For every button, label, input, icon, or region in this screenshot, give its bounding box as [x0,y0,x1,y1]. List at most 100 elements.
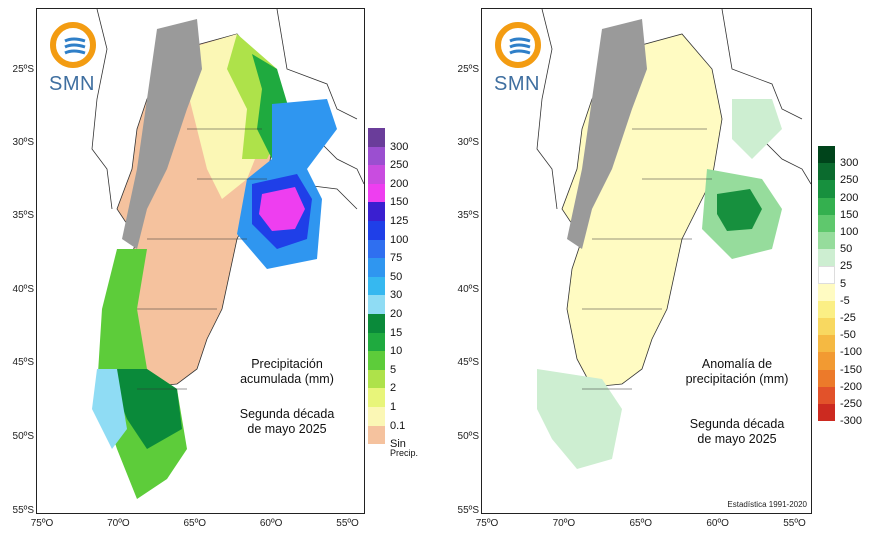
legend-swatch [368,332,385,352]
legend-label: -100 [840,346,863,359]
legend-label: -50 [840,329,856,342]
lon-tick-label: 55ºO [783,518,806,529]
lat-tick-label: 40ºS [12,284,34,295]
legend-label: -25 [840,312,856,324]
legend-label: -150 [840,363,863,376]
lon-tick-label: 60ºO [259,518,283,529]
lon-tick-label: 75ºO [30,518,54,529]
bolivia-paraguay-border [721,9,803,120]
lon-tick-label: 70ºO [552,518,576,529]
legend-label: 150 [840,208,859,221]
left-map-title: Precipitación acumulada (mm) [217,357,357,387]
lat-tick-label: 45ºS [457,357,479,368]
legend-label: -250 [840,398,863,410]
brazil-border [761,138,811,185]
legend-label: Sin [390,438,406,451]
legend-swatch [368,276,385,296]
legend-label: 250 [390,159,409,172]
legend-label: -200 [840,380,863,393]
legend-swatch [818,197,835,215]
legend-label: 250 [840,174,859,187]
chile-border-line [536,9,558,210]
legend-swatch [818,232,835,250]
legend-swatch [818,249,835,267]
lat-tick-label: 35ºS [12,210,34,221]
lon-tick-label: 75ºO [475,518,499,529]
legend-label: 300 [840,157,859,170]
right-period-line2: de mayo 2025 [697,432,777,446]
left-map-frame: SMN Precipitación acumulada (mm) Segunda… [36,8,365,514]
right-map-title: Anomalía de precipitación (mm) [667,357,807,387]
bolivia-paraguay-border [276,9,358,120]
legend-swatch [818,283,835,301]
legend-label: 75 [390,252,403,265]
legend-label: 5 [840,277,847,290]
legend-label: 125 [390,215,409,227]
lat-tick-label: 35ºS [457,210,479,221]
province-borders [582,128,712,390]
patagonia-light-blue-zone [92,369,127,449]
legend-label: 10 [390,345,403,358]
brazil-border [316,138,364,185]
smn-logo-text: SMN [49,73,95,95]
legend-swatch [368,425,385,445]
legend-swatch [818,404,835,422]
legend-swatch [368,388,385,407]
lat-tick-label: 30ºS [12,137,34,148]
right-panel: SMN Anomalía de precipitación (mm) Segun… [440,0,876,545]
legend-swatch [368,295,385,314]
legend-label: 200 [390,177,409,190]
legend-label: -5 [840,294,850,307]
legend-swatch [818,318,835,336]
legend-label: 200 [840,191,859,204]
legend-label: 50 [840,243,853,256]
legend-label: 150 [390,196,409,209]
legend-swatch [368,146,385,166]
lat-tick-label: 55ºS [457,505,479,516]
left-period-line2: de mayo 2025 [247,422,327,436]
lat-tick-label: 55ºS [12,505,34,516]
left-panel: SMN Precipitación acumulada (mm) Segunda… [12,8,418,529]
legend-label: 100 [390,233,409,246]
legend-swatch [368,258,385,277]
legend-label: -300 [840,415,863,428]
lon-tick-label: 65ºO [183,518,207,529]
left-map-period: Segunda década de mayo 2025 [217,407,357,437]
legend-label: 5 [390,363,397,376]
legend-swatch [818,146,835,164]
legend-swatch [368,165,385,184]
legend-swatch [818,163,835,181]
lon-tick-label: 55ºO [336,518,359,529]
chile-border-line [91,9,113,210]
legend-label: 0.1 [390,419,406,432]
legend-label: 30 [390,289,403,302]
right-period-line1: Segunda década [689,417,785,431]
lat-tick-label: 50ºS [457,431,479,442]
right-map [495,9,811,469]
legend-swatch [368,407,385,426]
right-title-line1: Anomalía de [701,357,773,371]
legend-swatch [818,369,835,387]
legend-swatch [818,352,835,370]
lat-tick-label: 25ºS [457,64,479,75]
right-map-period: Segunda década de mayo 2025 [667,417,807,447]
lat-tick-label: 45ºS [12,357,34,368]
left-period-line1: Segunda década [239,407,335,421]
right-title-line2: precipitación (mm) [685,372,789,386]
legend-swatch [818,180,835,198]
legend-swatch [818,386,835,404]
lat-tick-label: 50ºS [12,431,34,442]
legend-label: 2 [390,382,397,395]
left-title-line2: acumulada (mm) [240,372,334,386]
legend-swatch [818,214,835,232]
lat-tick-label: 30ºS [457,137,479,148]
smn-logo-icon [50,22,96,68]
legend-swatch [818,266,835,284]
legend-label: 100 [840,226,859,238]
right-map-frame: SMN Anomalía de precipitación (mm) Segun… [481,8,812,514]
buenos-aires-strong-anomaly [717,189,762,231]
andes-grey-zone [567,19,647,249]
legend-swatch [368,314,385,333]
lat-tick-label: 25ºS [12,64,34,75]
legend-swatch [368,221,385,240]
